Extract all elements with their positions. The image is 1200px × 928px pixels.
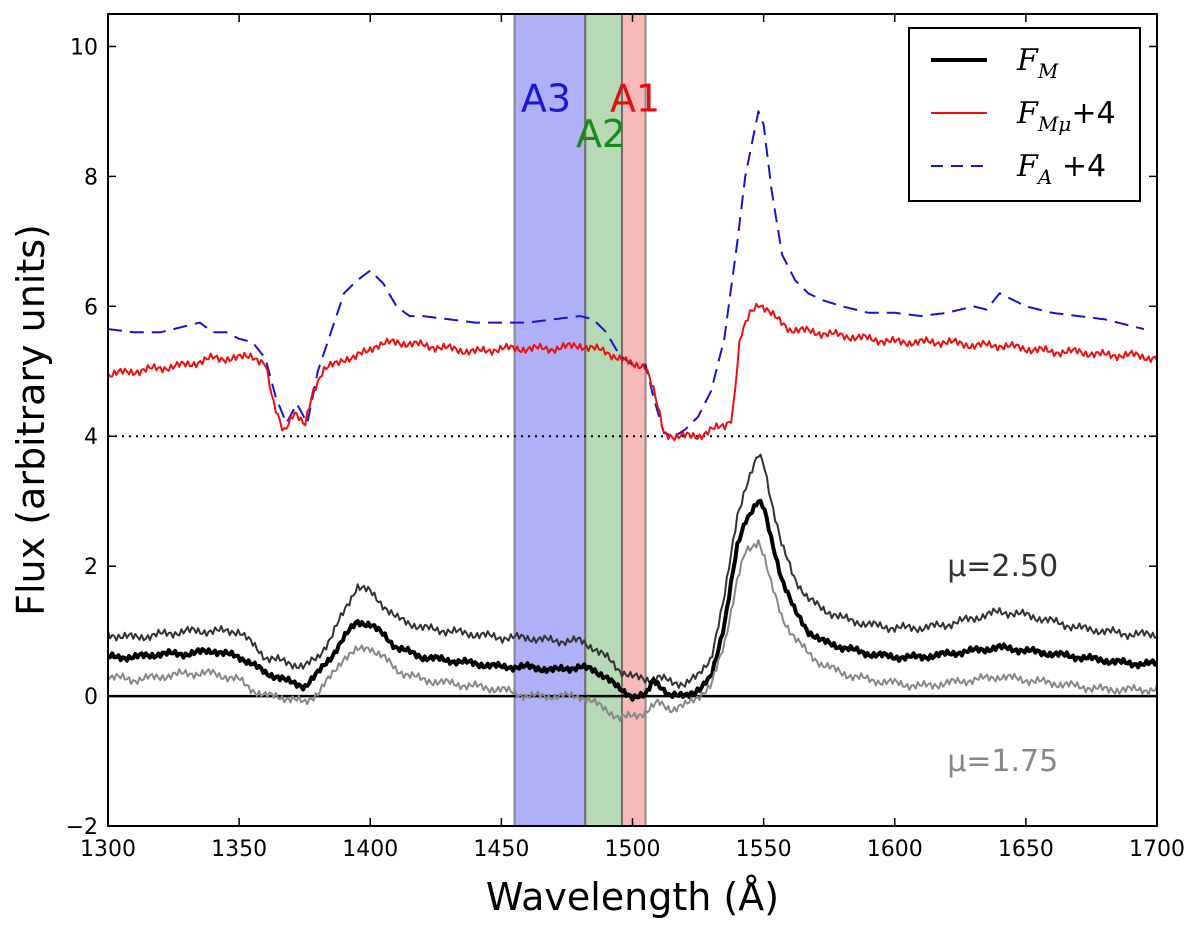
axis-ticks: 1300 1350 1400 1450 1500 1550 1600 1650 1700 −2 0 2… [66,14,1185,862]
mu-annotations: μ=2.50 μ=1.75 [947,549,1058,779]
y-axis-title: Flux (arbitrary units) [9,224,53,616]
y-tick-label: −2 [66,815,98,840]
legend: FM FMμ+4 FA +4 [908,27,1141,202]
series-f-m-4 [108,302,1157,442]
x-tick-label: 1400 [342,837,398,862]
x-tick-label: 1550 [736,837,792,862]
band-label-a3: A3 [521,76,571,120]
x-tick-label: 1300 [80,837,136,862]
series-1-75 [108,539,1157,723]
series-2-50 [108,453,1157,689]
y-tick-label: 8 [84,165,98,190]
legend-entry-label: FM [1016,43,1059,83]
legend-entry-label: FMμ+4 [1016,96,1116,136]
x-tick-label: 1500 [605,837,661,862]
spectrum-series [108,110,1157,723]
band-label-a2: A2 [576,112,626,156]
series-f-m [108,498,1157,702]
x-tick-label: 1600 [867,837,923,862]
y-tick-label: 2 [84,555,98,580]
band-a2 [584,13,624,827]
x-tick-label: 1350 [211,837,267,862]
series-f-a-4 [108,110,1145,438]
y-tick-label: 10 [70,35,98,60]
legend-entry-label: FA +4 [1016,149,1106,189]
y-tick-label: 6 [84,295,98,320]
legend-box [908,27,1141,202]
mu-annotation: μ=1.75 [947,744,1058,779]
x-tick-label: 1450 [473,837,529,862]
band-label-a1: A1 [610,76,660,120]
y-tick-label: 0 [84,685,98,710]
y-tick-label: 4 [84,425,98,450]
x-tick-label: 1700 [1129,837,1185,862]
x-axis-title: Wavelength (Å) [486,875,779,919]
x-tick-label: 1650 [998,837,1054,862]
mu-annotation: μ=2.50 [947,549,1058,584]
band-a3 [513,13,587,827]
